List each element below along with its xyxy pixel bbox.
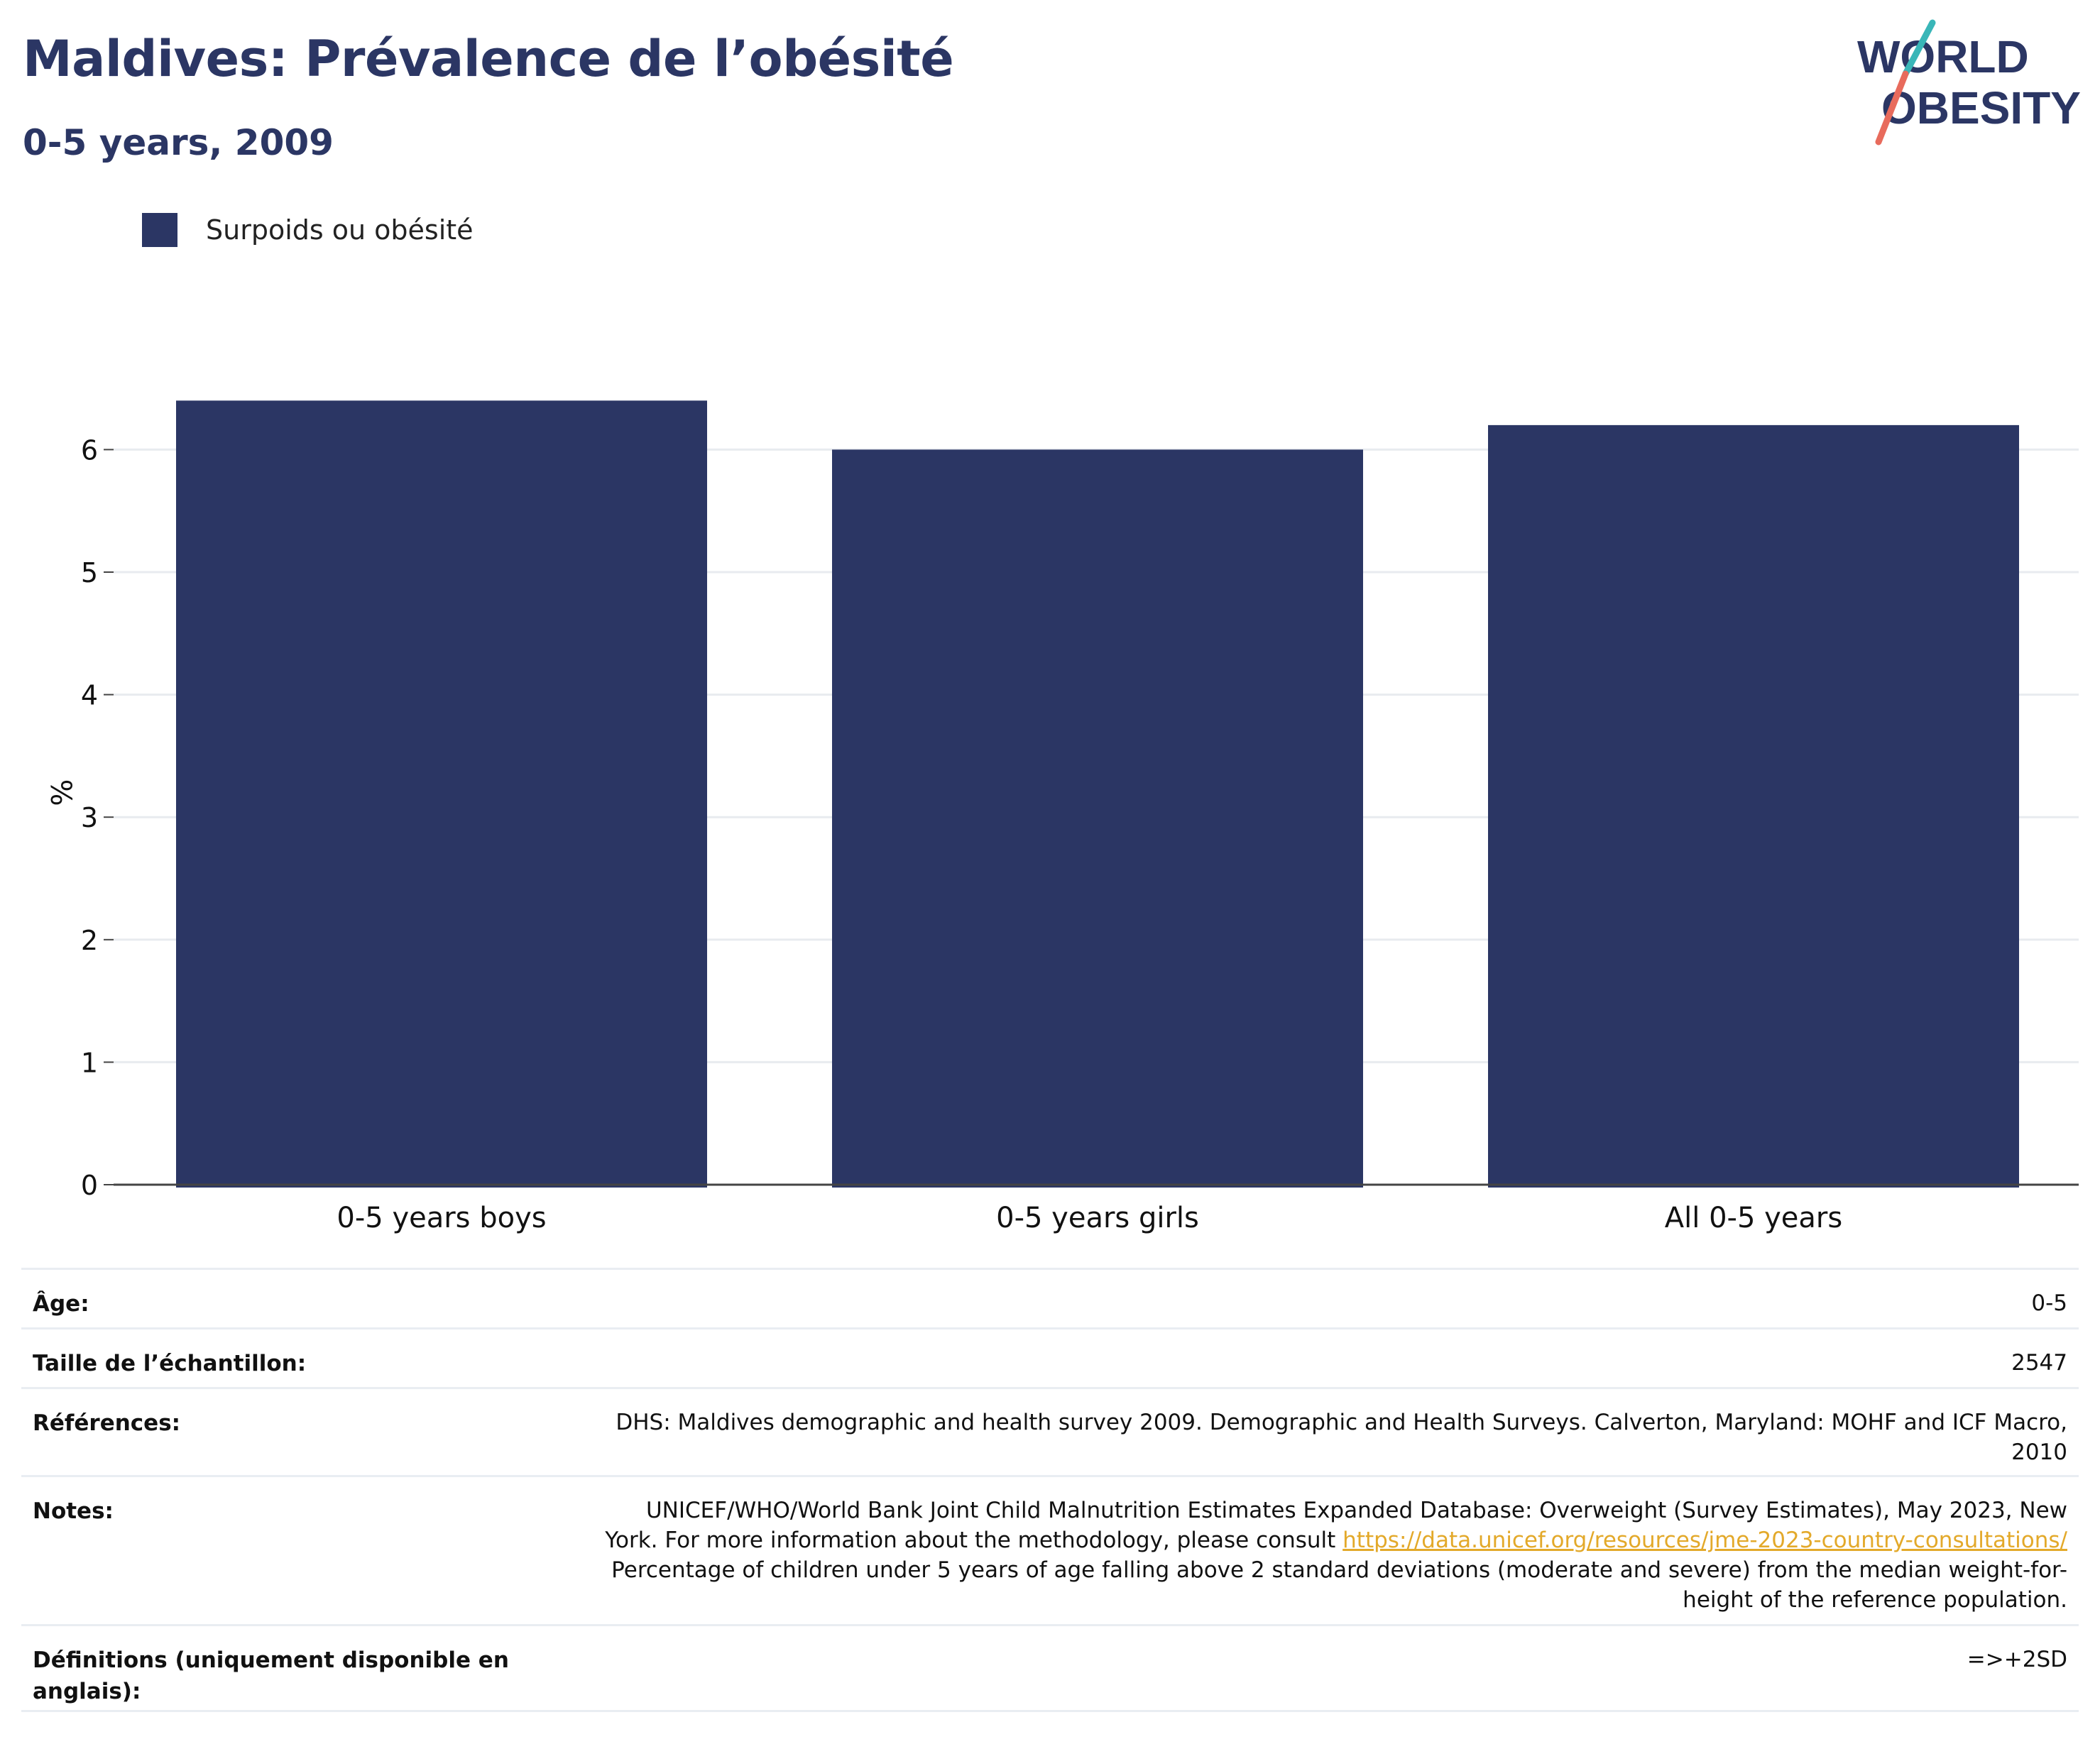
info-row-notes: Notes: UNICEF/WHO/World Bank Joint Child… xyxy=(21,1475,2079,1624)
definitions-label: Définitions (uniquement disponible en an… xyxy=(33,1645,509,1707)
y-tick-label: 6 xyxy=(81,434,98,466)
info-row-age: Âge: 0-5 xyxy=(21,1268,2079,1327)
x-tick-labels: 0-5 years boys 0-5 years girls All 0-5 yea… xyxy=(337,1202,1842,1234)
legend-swatch xyxy=(142,213,177,247)
age-label: Âge: xyxy=(33,1291,89,1317)
x-tick-label: 0-5 years girls xyxy=(996,1202,1199,1234)
age-value: 0-5 xyxy=(2031,1290,2067,1316)
methodology-link[interactable]: https://data.unicef.org/resources/jme-20… xyxy=(1342,1528,2067,1553)
logo-slash-teal xyxy=(1902,19,1936,77)
references-label: Références: xyxy=(33,1410,181,1436)
sample-size-label: Taille de l’échantillon: xyxy=(33,1351,307,1376)
legend-label: Surpoids ou obésité xyxy=(206,214,474,246)
world-obesity-logo: WORLD OBESITY xyxy=(1857,19,2081,146)
info-row-sample-size: Taille de l’échantillon: 2547 xyxy=(21,1327,2079,1387)
bar-2 xyxy=(832,449,1363,1188)
info-row-references: Références: DHS: Maldives demographic an… xyxy=(21,1387,2079,1475)
notes-line-3: Percentage of children under 5 years of … xyxy=(611,1557,2067,1583)
y-tick-label: 4 xyxy=(81,680,98,711)
logo-word-1: WORLD xyxy=(1857,31,2029,82)
logo-word-2: OBESITY xyxy=(1881,82,2081,133)
info-row-definitions: Définitions (uniquement disponible en an… xyxy=(21,1624,2079,1712)
notes-label: Notes: xyxy=(33,1498,114,1524)
bar-1 xyxy=(176,400,707,1188)
bars xyxy=(176,400,2019,1188)
bar-chart: 0 1 2 3 4 5 6 0-5 years boys 0-5 years girls All… xyxy=(44,400,2079,1234)
notes-line-4: height of the reference population. xyxy=(1683,1587,2067,1613)
y-tick-label: 2 xyxy=(81,925,98,956)
bar-3 xyxy=(1488,424,2019,1188)
definitions-value: =>+2SD xyxy=(1967,1647,2067,1672)
notes-value: UNICEF/WHO/World Bank Joint Child Malnut… xyxy=(605,1496,2067,1615)
definitions-label-line-2: anglais): xyxy=(33,1679,141,1704)
x-tick-label: 0-5 years boys xyxy=(337,1202,546,1234)
notes-line-2-text: York. For more information about the met… xyxy=(605,1528,1343,1553)
references-line-1: DHS: Maldives demographic and health sur… xyxy=(616,1410,2067,1435)
sample-size-value: 2547 xyxy=(2011,1350,2067,1376)
info-table: Âge: 0-5 Taille de l’échantillon: 2547 R… xyxy=(21,1268,2079,1712)
chart-legend: Surpoids ou obésité xyxy=(142,210,474,250)
y-axis-title: % xyxy=(44,779,77,806)
y-tick-label: 3 xyxy=(81,802,98,833)
y-tick-labels: 0 1 2 3 4 5 6 xyxy=(81,434,114,1201)
notes-line-1: UNICEF/WHO/World Bank Joint Child Malnut… xyxy=(645,1498,2067,1523)
x-tick-label: All 0-5 years xyxy=(1665,1202,1842,1234)
references-line-2: 2010 xyxy=(2011,1440,2067,1465)
definitions-label-line-1: Définitions (uniquement disponible en xyxy=(33,1647,509,1673)
references-value: DHS: Maldives demographic and health sur… xyxy=(616,1408,2067,1467)
chart-subtitle: 0-5 years, 2009 xyxy=(23,122,334,163)
y-tick-label: 1 xyxy=(81,1047,98,1078)
y-tick-label: 5 xyxy=(81,557,98,588)
y-tick-label: 0 xyxy=(81,1170,98,1201)
notes-line-2: York. For more information about the met… xyxy=(605,1525,2067,1555)
chart-title: Maldives: Prévalence de l’obésité xyxy=(23,30,954,88)
logo-slash-coral xyxy=(1875,70,1909,146)
